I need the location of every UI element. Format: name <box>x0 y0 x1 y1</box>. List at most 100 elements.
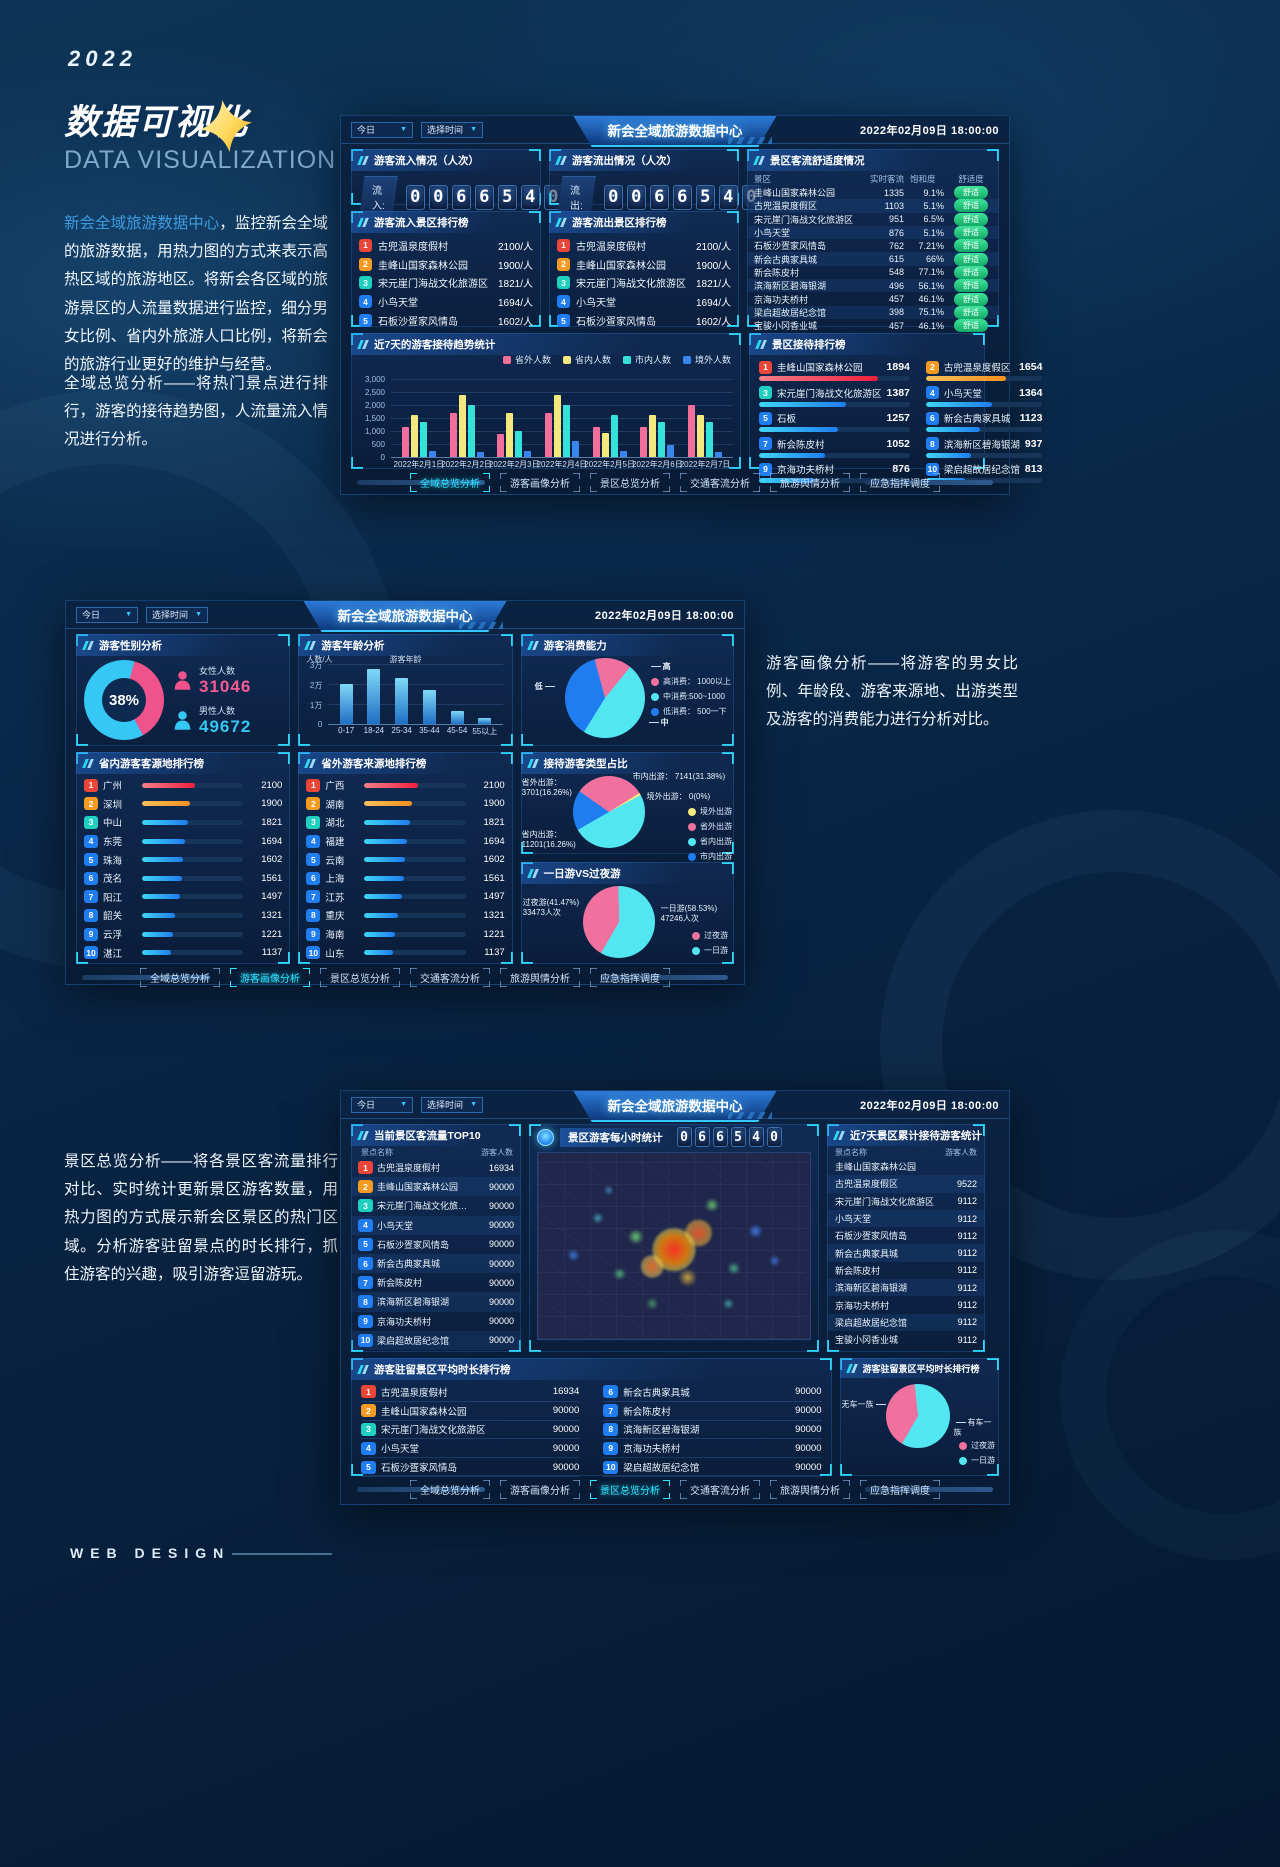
progress-fill <box>364 912 398 918</box>
tab[interactable]: 全域总览分析 <box>140 968 220 987</box>
progress-track <box>759 376 910 381</box>
caret-down-icon: ▼ <box>400 126 407 133</box>
scenic-value: 90000 <box>795 1405 822 1417</box>
tab[interactable]: 游客画像分析 <box>230 968 310 987</box>
table-row: 3 宋元崖门海战文化旅游区 90000 <box>351 1196 521 1215</box>
date-range-select[interactable]: 今日 ▼ <box>351 121 413 138</box>
rank-badge: 1 <box>84 778 98 792</box>
city-name: 东莞 <box>103 837 123 849</box>
list-item: 10 山东 1137 <box>306 943 505 962</box>
progress-track <box>142 819 244 825</box>
list-item: 4 小鸟天堂 1694/人 <box>359 292 533 311</box>
male-stat: 男性人数 49672 <box>174 704 251 737</box>
city-name: 中山 <box>103 818 123 830</box>
table-row: 9 京海功夫桥村 90000 <box>351 1312 521 1331</box>
date-range-select[interactable]: 今日 ▼ <box>76 606 138 623</box>
tab[interactable]: 旅游舆情分析 <box>770 473 850 492</box>
progress-fill <box>925 427 981 432</box>
scenic-value: 1052 <box>886 437 910 450</box>
age-chart-panel: 游客年龄分析 人数/人 游客年龄 3万 2万 1万 0 0-17 18-24 25-34 35… <box>298 634 513 746</box>
female-icon <box>174 670 191 690</box>
scenic-name: 古兜温泉度假村 <box>381 1387 448 1399</box>
tab[interactable]: 应急指挥调度 <box>860 1480 940 1499</box>
realtime-flow: 1335 <box>883 187 904 198</box>
tab[interactable]: 游客画像分析 <box>500 1480 580 1499</box>
date-range-select[interactable]: 今日 ▼ <box>351 1096 413 1113</box>
tab[interactable]: 交通客流分析 <box>680 473 760 492</box>
progress-fill <box>364 875 404 881</box>
tab[interactable]: 全域总览分析 <box>410 473 490 492</box>
slash-icon <box>304 641 319 650</box>
tab[interactable]: 游客画像分析 <box>500 473 580 492</box>
tab[interactable]: 景区总览分析 <box>590 473 670 492</box>
rank-badge: 9 <box>759 462 772 476</box>
pie-legend: 过夜游 一日游 <box>959 1440 995 1466</box>
scenic-name: 滨海新区碧海银湖 <box>943 439 1020 451</box>
city-value: 1137 <box>261 947 283 959</box>
scenic-value: 1900/人 <box>695 260 731 272</box>
rank-badge: 4 <box>925 386 939 399</box>
tab[interactable]: 全域总览分析 <box>410 1480 490 1499</box>
rank-badge: 2 <box>359 257 372 271</box>
tab[interactable]: 交通客流分析 <box>410 968 490 987</box>
city-value: 1221 <box>261 928 283 940</box>
scenic-name: 宝骏小冈香业城 <box>835 1335 899 1346</box>
rank-badge: 3 <box>557 276 570 290</box>
comfort-table-panel: 景区客流舒适度情况 景区 实时客流 饱和度 舒适度 圭峰山国家森林公园 1335 9… <box>747 149 999 333</box>
panel-title: 游客性别分析 <box>99 640 162 652</box>
gender-donut-chart: 38% <box>84 660 164 740</box>
time-select[interactable]: 选择时间 ▼ <box>421 1096 483 1113</box>
scenic-name: 圭峰山国家森林公园 <box>378 260 468 272</box>
progress-track <box>142 857 244 863</box>
table-row: 10 梁启超故居纪念馆 90000 <box>351 1330 521 1350</box>
legend-item: 市内人数 <box>622 353 671 366</box>
progress-track <box>364 819 466 825</box>
progress-fill <box>142 912 176 918</box>
tab[interactable]: 应急指挥调度 <box>860 473 940 492</box>
callout-line <box>650 666 661 668</box>
table-row: 宝骏小冈香业城 457 46.1% 舒适 <box>747 319 999 333</box>
rank-badge: 8 <box>306 908 321 922</box>
table-row: 新会陈皮村 548 77.1% 舒适 <box>747 265 999 279</box>
tab[interactable]: 旅游舆情分析 <box>770 1480 850 1499</box>
progress-track <box>364 950 466 956</box>
city-name: 深圳 <box>103 799 123 811</box>
rank-badge: 2 <box>358 1180 373 1194</box>
tab[interactable]: 旅游舆情分析 <box>500 968 580 987</box>
rank-badge: 3 <box>361 1422 376 1436</box>
rank-badge: 5 <box>84 853 98 867</box>
callout-line <box>648 722 659 724</box>
dashboard-portrait: 今日 ▼ 选择时间 ▼ 新会全域旅游数据中心 2022年02月09日 18:00:0… <box>65 600 745 985</box>
list-item: 8 重庆 1321 <box>306 906 505 925</box>
scenic-value: 9112 <box>957 1282 977 1293</box>
tab[interactable]: 景区总览分析 <box>590 1480 670 1499</box>
decorative-ring <box>1060 1230 1280 1560</box>
scrollbar-track[interactable] <box>82 975 210 980</box>
time-select[interactable]: 选择时间 ▼ <box>146 606 208 623</box>
scenic-value: 937 <box>1024 437 1043 450</box>
city-name: 阳江 <box>103 892 123 904</box>
scenic-value: 1364 <box>1019 386 1043 399</box>
time-select[interactable]: 选择时间 ▼ <box>421 121 483 138</box>
rank-badge: 5 <box>557 314 570 328</box>
pie-callout: 市内出游： 7141(31.38%) <box>632 772 726 781</box>
city-value: 1561 <box>261 872 283 884</box>
progress-fill <box>364 894 403 900</box>
rank-badge: 2 <box>361 1404 376 1418</box>
table-row: 新会古典家具城 9112 <box>827 1244 985 1262</box>
scrollbar-track[interactable] <box>600 975 728 980</box>
caret-down-icon: ▼ <box>470 126 477 133</box>
progress-track <box>142 894 244 900</box>
scenic-name: 京海功夫桥村 <box>377 1316 432 1327</box>
tab[interactable]: 景区总览分析 <box>320 968 400 987</box>
saturation: 66% <box>925 254 944 265</box>
tab[interactable]: 应急指挥调度 <box>590 968 670 987</box>
tab[interactable]: 交通客流分析 <box>680 1480 760 1499</box>
comfort-badge: 舒适 <box>954 199 988 213</box>
list-item: 4 小鸟天堂 1694/人 <box>557 292 731 311</box>
star-icon <box>200 100 252 152</box>
panel-title: 游客消费能力 <box>543 640 607 652</box>
comfort-badge: 舒适 <box>954 186 988 200</box>
realtime-flow: 876 <box>888 227 904 238</box>
realtime-flow: 496 <box>888 280 904 291</box>
